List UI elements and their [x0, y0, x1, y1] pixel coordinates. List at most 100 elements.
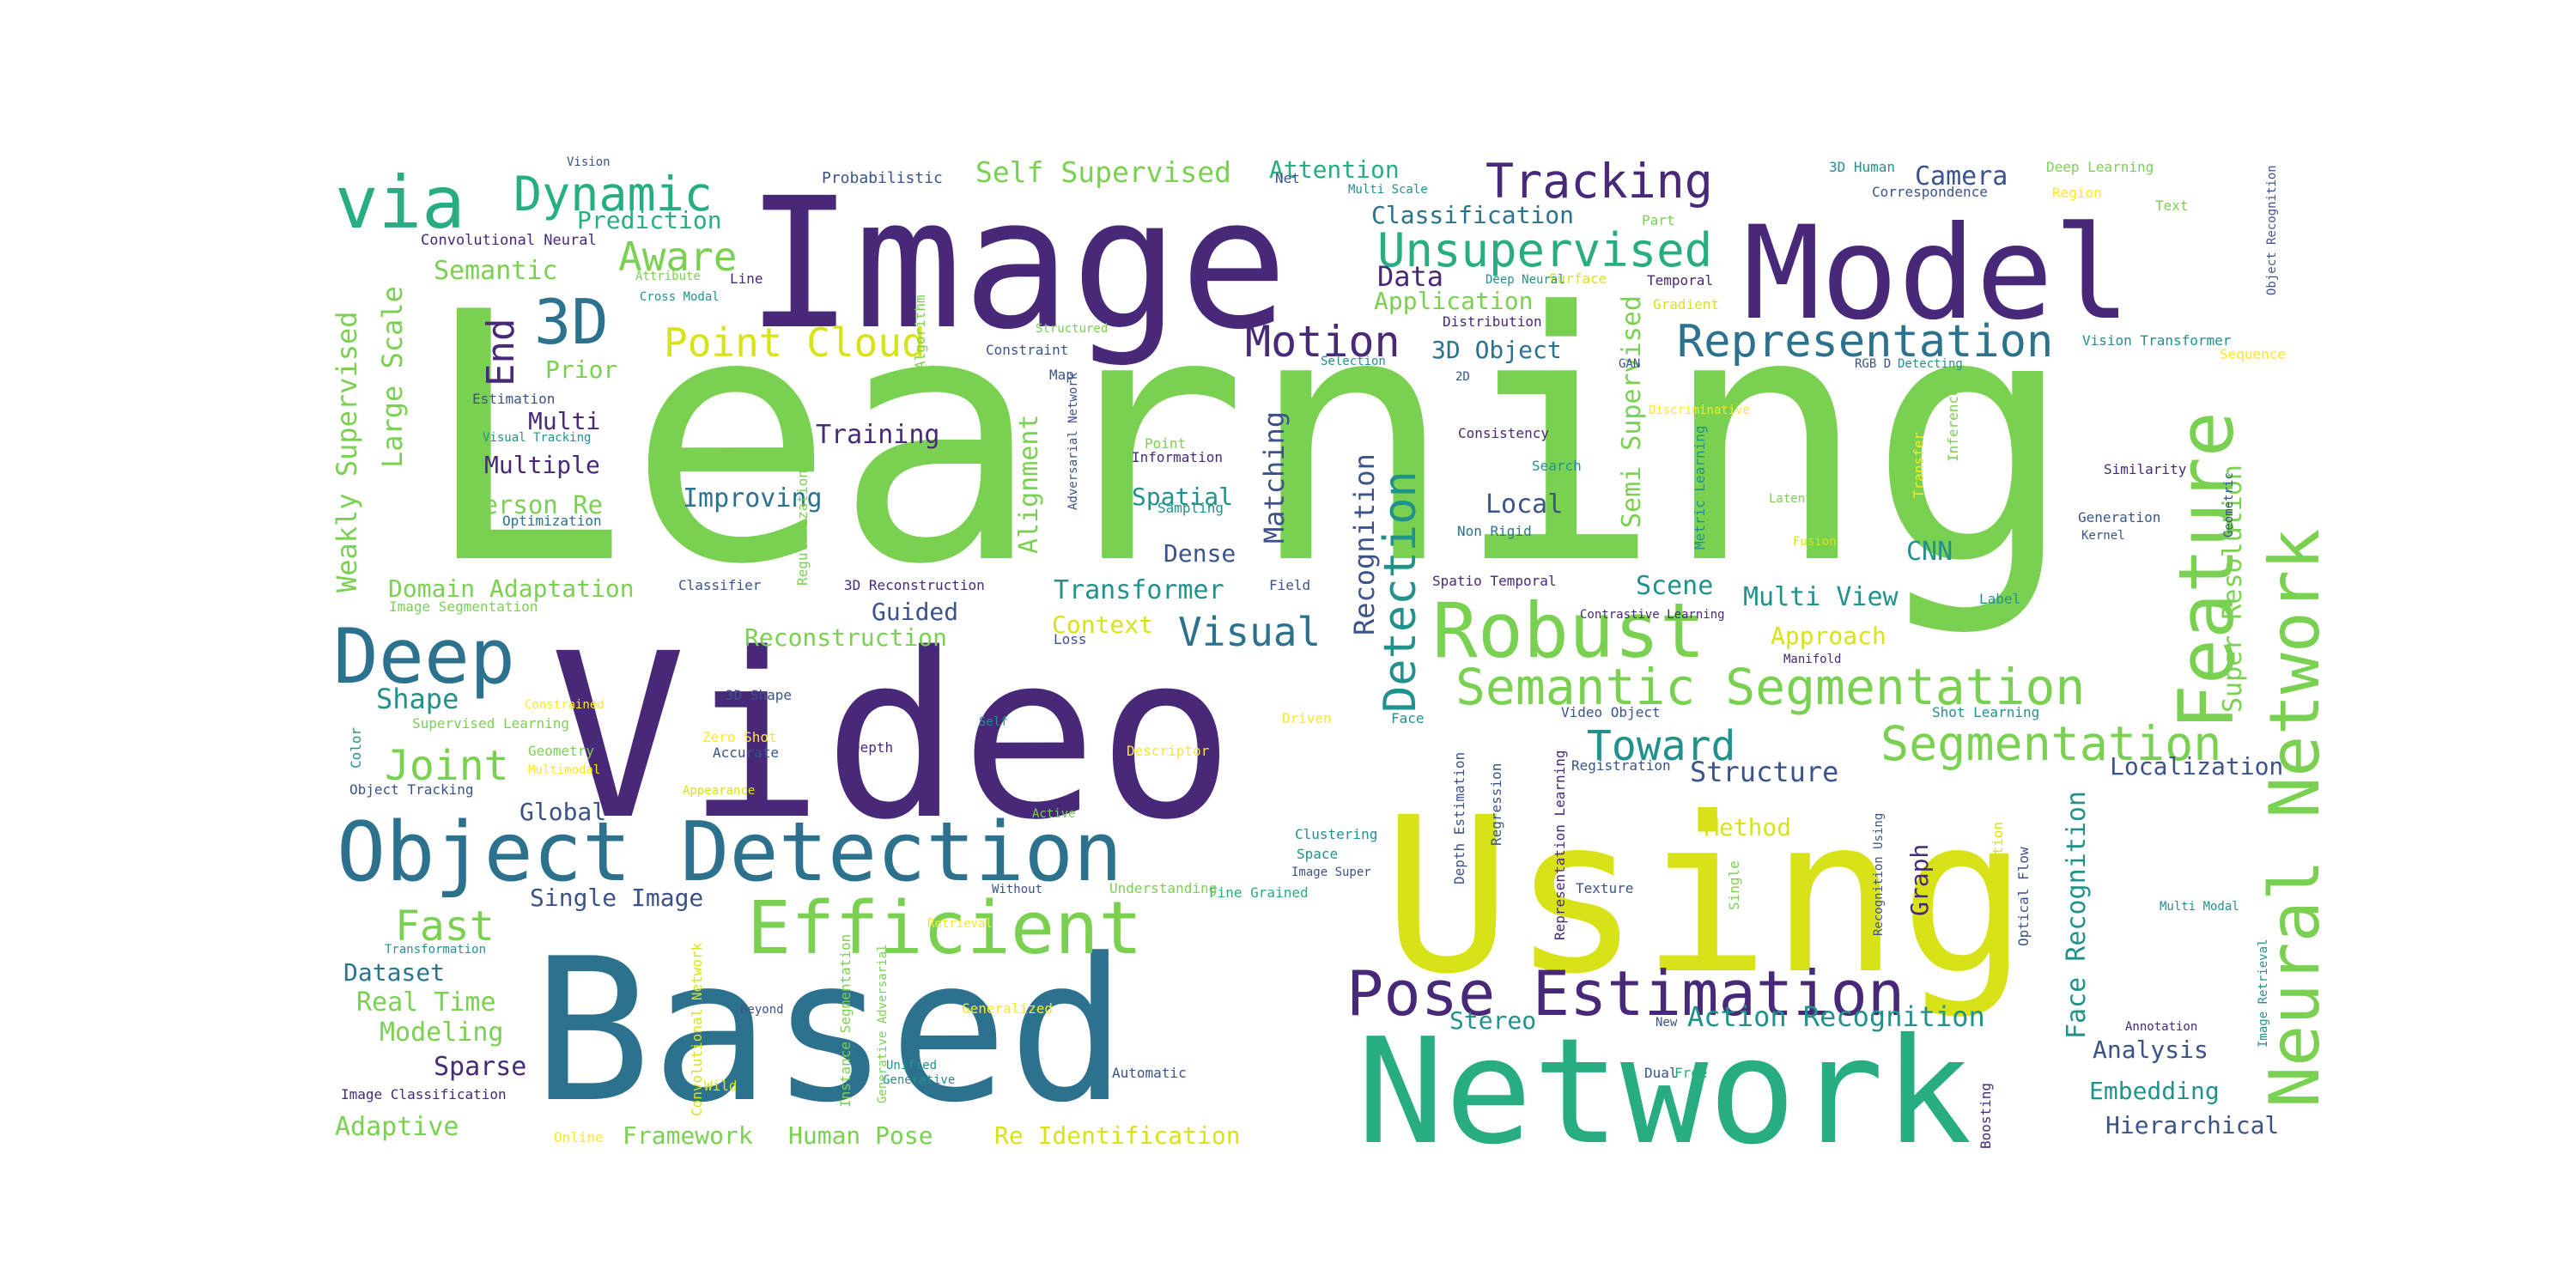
- word-space: Space: [1297, 846, 1338, 862]
- word-field: Field: [1269, 577, 1310, 593]
- word-detecting: Detecting: [1898, 357, 1963, 371]
- word-segmentation: Segmentation: [1880, 716, 2221, 771]
- word-prior: Prior: [545, 355, 617, 384]
- word-via: via: [335, 161, 465, 245]
- word-free: Free: [1674, 1065, 1708, 1081]
- word-training: Training: [816, 420, 940, 450]
- word-end: End: [479, 319, 523, 386]
- word-region: Region: [2052, 185, 2102, 201]
- word-classifier: Classifier: [678, 577, 762, 593]
- word-recognition-using: Recognition Using: [1872, 813, 1886, 936]
- word-consistency: Consistency: [1458, 425, 1549, 441]
- word-based: Based: [532, 917, 1127, 1146]
- word-clustering: Clustering: [1295, 826, 1377, 842]
- word-shot-learning: Shot Learning: [1932, 704, 2039, 720]
- word-joint: Joint: [385, 742, 509, 790]
- word-localization: Localization: [2110, 752, 2283, 781]
- word-instance-segmentation: Instance Segmentation: [837, 934, 854, 1108]
- word-using: Using: [1382, 771, 2029, 1021]
- word-transfer: Transfer: [1911, 432, 1927, 498]
- word-gradient: Gradient: [1653, 296, 1719, 313]
- word-probabilistic: Probabilistic: [822, 169, 943, 187]
- word-multi-view: Multi View: [1743, 582, 1899, 612]
- word-online: Online: [554, 1129, 604, 1145]
- word-multi-modal: Multi Modal: [2160, 900, 2239, 914]
- word-convolutional-neural: Convolutional Neural: [421, 232, 597, 249]
- word-network: Network: [1357, 1007, 1971, 1177]
- word-video-object: Video Object: [1561, 704, 1661, 720]
- word-object-recognition: Object Recognition: [2265, 165, 2279, 295]
- word-spatio-temporal: Spatio Temporal: [1432, 573, 1557, 589]
- word-fine-grained: Fine Grained: [1209, 884, 1309, 901]
- word-generative: Generative: [883, 1073, 955, 1087]
- word-graph: Graph: [1905, 844, 1934, 916]
- word-image: Image: [745, 159, 1288, 369]
- word-semi-supervised: Semi Supervised: [1617, 295, 1647, 528]
- word-image-super: Image Super: [1291, 866, 1371, 879]
- word-object-segmentation: Object Segmentation: [1990, 822, 2006, 979]
- word-constraint: Constraint: [986, 342, 1068, 358]
- word-recognition: Recognition: [1348, 453, 1381, 635]
- word-transformer: Transformer: [1054, 575, 1224, 605]
- word-structure: Structure: [1690, 756, 1838, 788]
- word-aware: Aware: [618, 234, 737, 280]
- word-approach: Approach: [1771, 622, 1886, 650]
- word-correspondence: Correspondence: [1872, 184, 1988, 200]
- word-adaptive: Adaptive: [335, 1112, 459, 1142]
- word-detection: Detection: [1375, 471, 1426, 713]
- word-retrieval: Retrieval: [927, 917, 993, 931]
- word-reconstruction: Reconstruction: [744, 623, 947, 652]
- word-matching: Matching: [1258, 411, 1291, 544]
- word-texture: Texture: [1576, 880, 1633, 896]
- word-action-recognition: Action Recognition: [1687, 1000, 1985, 1033]
- word-dual: Dual: [1644, 1065, 1678, 1081]
- word-image-segmentation: Image Segmentation: [389, 598, 538, 615]
- word-descriptor: Descriptor: [1127, 743, 1210, 759]
- word-information: Information: [1132, 449, 1223, 465]
- word-color: Color: [348, 726, 364, 769]
- word-active: Active: [1032, 807, 1076, 821]
- word-driven: Driven: [1282, 710, 1332, 726]
- word-3d-human: 3D Human: [1829, 159, 1895, 175]
- word-human-pose: Human Pose: [788, 1121, 933, 1150]
- word-toward: Toward: [1587, 722, 1735, 770]
- word-stereo: Stereo: [1449, 1006, 1536, 1035]
- word-multimodal: Multimodal: [528, 763, 600, 777]
- word-optimization: Optimization: [502, 513, 602, 529]
- word-wild: Wild: [704, 1078, 738, 1094]
- word-pose-estimation: Pose Estimation: [1346, 957, 1905, 1030]
- word-temporal: Temporal: [1647, 272, 1713, 289]
- word-model: Model: [1743, 199, 2131, 349]
- word-framework: Framework: [623, 1121, 753, 1150]
- word-local: Local: [1485, 489, 1563, 519]
- word-latent: Latent: [1769, 492, 1813, 506]
- word-sparse: Sparse: [434, 1052, 526, 1082]
- word-face-recognition: Face Recognition: [2062, 791, 2092, 1039]
- word-video: Video: [550, 605, 1235, 870]
- word-gan: GAN: [1619, 357, 1640, 371]
- word-2d: 2D: [1455, 370, 1470, 384]
- word-classification: Classification: [1371, 201, 1574, 229]
- word-method: Method: [1704, 813, 1791, 841]
- word-loss: Loss: [1054, 631, 1087, 647]
- word-image-classification: Image Classification: [341, 1086, 507, 1103]
- word-data: Data: [1377, 260, 1443, 293]
- word-neural-network: Neural Network: [2255, 529, 2335, 1108]
- word-depth: Depth: [852, 739, 893, 756]
- word-map: Map: [1049, 367, 1074, 383]
- word-spatial: Spatial: [1132, 483, 1233, 511]
- word-fusion: Fusion: [1793, 535, 1837, 549]
- word-distribution: Distribution: [1443, 313, 1542, 330]
- word-geometric: Geometric: [2222, 472, 2236, 538]
- word-guided: Guided: [872, 598, 958, 626]
- word-vision: Vision: [567, 155, 611, 169]
- word-optical-flow: Optical Flow: [2015, 847, 2032, 946]
- word-single-image: Single Image: [530, 884, 703, 912]
- word-alignment: Alignment: [1014, 414, 1044, 554]
- word-3d: 3D: [534, 286, 609, 358]
- word-dynamic: Dynamic: [513, 167, 713, 222]
- word-tracking: Tracking: [1485, 154, 1713, 209]
- word-sequence: Sequence: [2220, 346, 2286, 362]
- word-global: Global: [519, 798, 606, 826]
